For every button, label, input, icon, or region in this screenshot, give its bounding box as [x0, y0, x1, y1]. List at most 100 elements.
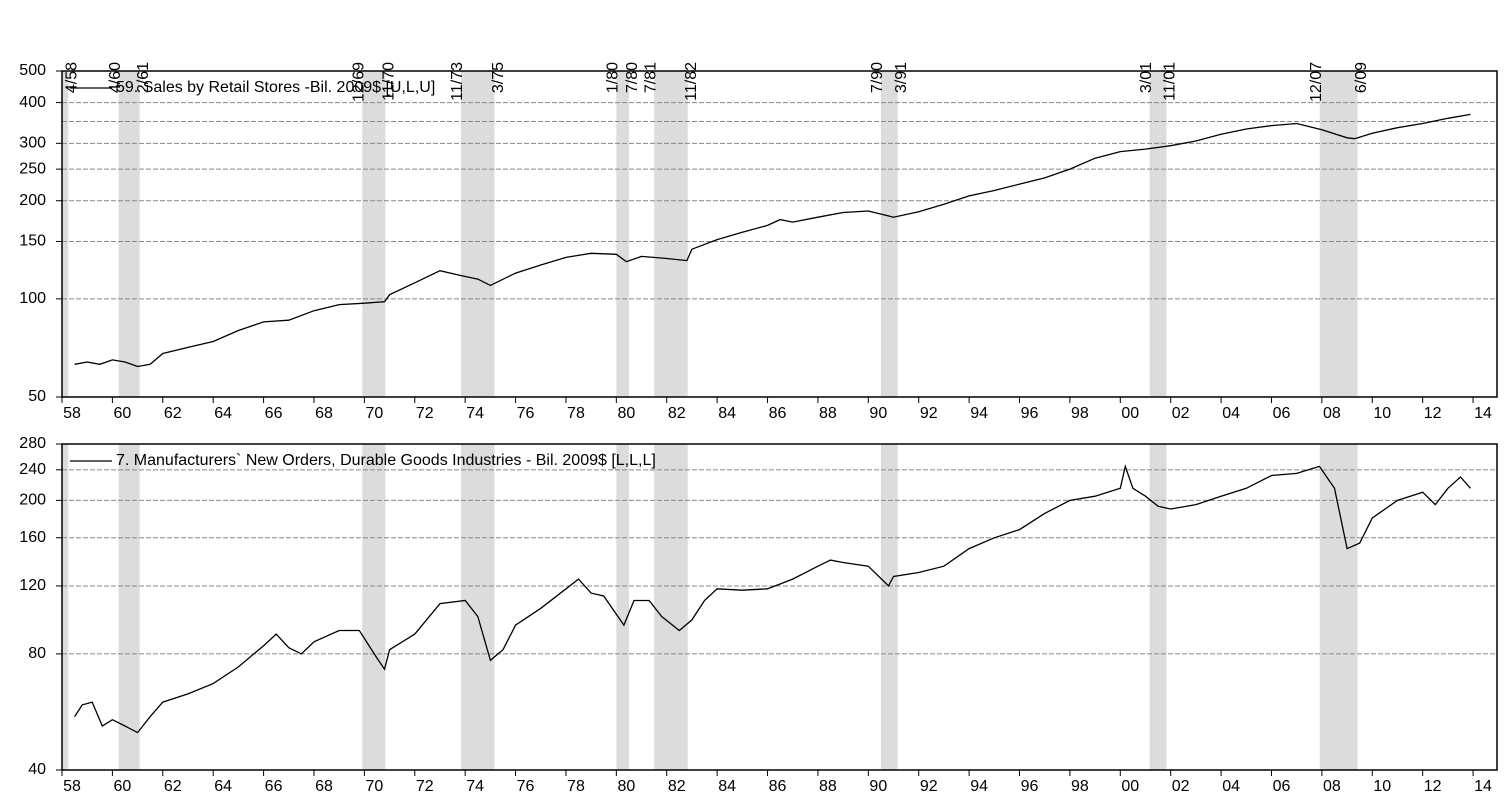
y-tick-label: 240 — [19, 461, 46, 478]
x-tick-label: 90 — [869, 405, 887, 422]
x-tick-label: 64 — [214, 405, 232, 422]
recession-label: 6/09 — [1353, 62, 1370, 93]
recession-band — [1319, 71, 1358, 397]
x-tick-label: 74 — [466, 778, 484, 795]
recession-band — [62, 444, 69, 770]
legend-label: 59. Sales by Retail Stores -Bil. 2009$ [… — [116, 79, 435, 96]
recession-label: 7/90 — [869, 62, 886, 93]
recession-band — [460, 71, 495, 397]
recession-band — [362, 71, 386, 397]
series-line — [74, 464, 1471, 734]
recession-band — [62, 71, 69, 397]
recession-band — [880, 71, 898, 397]
y-tick-label: 200 — [19, 192, 46, 209]
plot-frame — [61, 443, 1498, 771]
x-tick-label: 80 — [617, 778, 635, 795]
x-tick-label: 98 — [1071, 405, 1089, 422]
recession-label: 4/60 — [107, 62, 124, 93]
recession-band — [654, 444, 688, 770]
recession-label: 11/73 — [449, 62, 466, 101]
recession-label: 3/01 — [1138, 62, 1155, 93]
y-tick-label: 150 — [19, 233, 46, 250]
recession-band — [616, 71, 629, 397]
y-tick-label: 100 — [19, 290, 46, 307]
x-tick-label: 64 — [214, 778, 232, 795]
recession-band — [880, 444, 898, 770]
recession-band — [1149, 444, 1167, 770]
x-tick-label: 80 — [617, 405, 635, 422]
x-tick-label: 78 — [567, 405, 585, 422]
x-tick-label: 84 — [718, 405, 736, 422]
recession-band — [118, 444, 140, 770]
recession-band — [1319, 444, 1358, 770]
y-tick-label: 280 — [19, 435, 46, 452]
recession-label: 1/80 — [605, 62, 622, 93]
x-tick-label: 58 — [63, 778, 81, 795]
x-tick-label: 88 — [819, 405, 837, 422]
recession-label: 3/91 — [893, 62, 910, 93]
x-tick-label: 90 — [869, 778, 887, 795]
x-tick-label: 86 — [769, 405, 787, 422]
x-tick-label: 70 — [365, 405, 383, 422]
x-tick-label: 02 — [1172, 778, 1190, 795]
recession-label: 2/61 — [135, 62, 152, 93]
recession-label: 4/58 — [64, 62, 81, 93]
x-tick-label: 12 — [1424, 778, 1442, 795]
x-tick-label: 60 — [113, 405, 131, 422]
y-tick-label: 40 — [28, 761, 46, 778]
recession-label: 7/81 — [642, 62, 659, 93]
x-tick-label: 70 — [365, 778, 383, 795]
y-tick-label: 300 — [19, 135, 46, 152]
y-tick-label: 250 — [19, 160, 46, 177]
recession-band — [654, 71, 688, 397]
y-tick-label: 160 — [19, 529, 46, 546]
recession-label: 11/82 — [683, 62, 700, 101]
recession-label: 7/80 — [624, 62, 641, 93]
y-tick-label: 400 — [19, 94, 46, 111]
x-tick-label: 94 — [970, 778, 988, 795]
x-tick-label: 82 — [668, 778, 686, 795]
x-tick-label: 00 — [1121, 405, 1139, 422]
y-tick-label: 200 — [19, 492, 46, 509]
plot-frame — [61, 70, 1498, 398]
x-tick-label: 96 — [1021, 405, 1039, 422]
x-tick-label: 94 — [970, 405, 988, 422]
x-tick-label: 62 — [164, 405, 182, 422]
recession-label: 12/69 — [350, 62, 367, 102]
x-tick-label: 76 — [517, 778, 535, 795]
x-tick-label: 86 — [769, 778, 787, 795]
x-tick-label: 84 — [718, 778, 736, 795]
x-tick-label: 96 — [1021, 778, 1039, 795]
x-tick-label: 58 — [63, 405, 81, 422]
recession-band — [362, 444, 386, 770]
x-tick-label: 14 — [1474, 405, 1492, 422]
x-tick-label: 92 — [920, 778, 938, 795]
x-tick-label: 68 — [315, 778, 333, 795]
x-tick-label: 00 — [1121, 778, 1139, 795]
x-tick-label: 08 — [1323, 778, 1341, 795]
x-tick-label: 02 — [1172, 405, 1190, 422]
x-tick-label: 10 — [1373, 778, 1391, 795]
recession-label: 3/75 — [490, 62, 507, 93]
x-tick-label: 72 — [416, 405, 434, 422]
x-tick-label: 04 — [1222, 405, 1240, 422]
recession-band — [616, 444, 629, 770]
x-tick-label: 04 — [1222, 778, 1240, 795]
x-tick-label: 66 — [265, 405, 283, 422]
x-tick-label: 10 — [1373, 405, 1391, 422]
x-tick-label: 92 — [920, 405, 938, 422]
x-tick-label: 12 — [1424, 405, 1442, 422]
x-tick-label: 66 — [265, 778, 283, 795]
x-tick-label: 88 — [819, 778, 837, 795]
x-tick-label: 78 — [567, 778, 585, 795]
x-tick-label: 62 — [164, 778, 182, 795]
y-tick-label: 50 — [28, 388, 46, 405]
recession-label: 12/07 — [1308, 62, 1325, 102]
x-tick-label: 76 — [517, 405, 535, 422]
x-tick-label: 08 — [1323, 405, 1341, 422]
recession-label: 11/01 — [1162, 62, 1179, 101]
x-tick-label: 68 — [315, 405, 333, 422]
x-tick-label: 60 — [113, 778, 131, 795]
